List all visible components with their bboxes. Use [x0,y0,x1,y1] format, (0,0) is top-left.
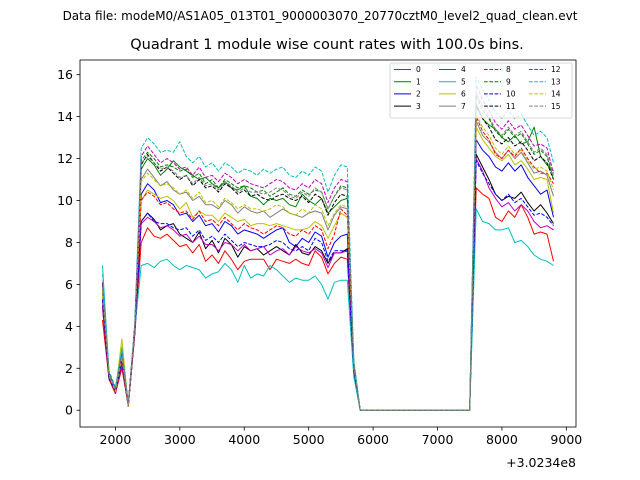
legend-label: 0 [416,65,421,74]
x-tick-label: 4000 [228,432,260,447]
legend-box [389,62,573,119]
x-offset-label: +3.0234e8 [506,455,576,470]
y-tick-label: 6 [65,277,73,292]
y-tick-label: 12 [57,151,73,166]
legend-label: 11 [506,102,516,111]
series-line-14 [102,114,554,411]
legend-label: 2 [416,90,421,99]
legend-label: 12 [551,65,561,74]
legend-label: 14 [551,90,561,99]
series-line-0 [102,187,554,411]
series-layer [102,76,554,411]
legend-label: 10 [506,90,516,99]
x-tick-label: 3000 [164,432,196,447]
legend-label: 9 [506,77,511,86]
legend-label: 8 [506,65,511,74]
axes-frame [79,59,577,428]
x-tick-label: 7000 [422,432,454,447]
legend-label: 6 [461,90,466,99]
x-tick-label: 6000 [357,432,389,447]
series-line-9 [102,95,554,411]
axes-layer: 2000 3000 4000 5000 6000 7000 8000 900002468101… [57,59,582,447]
y-tick-label: 16 [57,67,73,82]
series-line-6 [102,126,554,411]
legend-label: 7 [461,102,466,111]
series-line-3 [102,153,554,411]
series-line-12 [102,84,554,411]
legend-label: 3 [416,102,421,111]
legend-label: 13 [551,77,561,86]
legend-label: 15 [551,102,561,111]
series-line-10 [102,160,554,411]
y-tick-label: 4 [65,319,73,334]
y-tick-label: 10 [57,193,73,208]
chart-title: Quadrant 1 module wise count rates with … [130,37,524,53]
x-tick-label: 8000 [486,432,518,447]
y-tick-label: 0 [65,403,73,418]
y-tick-label: 8 [65,235,73,250]
legend-label: 1 [416,77,421,86]
x-tick-label: 2000 [100,432,132,447]
series-line-8 [102,116,554,411]
figure-suptitle: Data file: modeM0/AS1A05_013T01_90000030… [63,9,578,23]
x-tick-label: 9000 [550,432,582,447]
y-tick-label: 14 [57,109,73,124]
series-line-4 [102,158,554,411]
legend-label: 5 [461,77,466,86]
x-tick-label: 5000 [293,432,325,447]
series-line-5 [102,208,554,411]
legend-label: 4 [461,65,466,74]
y-tick-label: 2 [65,361,73,376]
